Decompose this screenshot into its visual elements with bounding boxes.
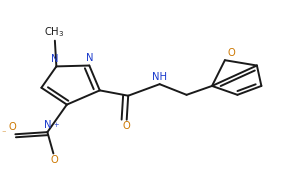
Text: N: N xyxy=(44,120,51,130)
Text: +: + xyxy=(53,122,58,128)
Text: O: O xyxy=(8,122,16,132)
Text: N: N xyxy=(86,53,94,63)
Text: ⁻: ⁻ xyxy=(2,129,6,138)
Text: O: O xyxy=(228,48,236,58)
Text: NH: NH xyxy=(152,72,167,82)
Text: N: N xyxy=(51,54,59,64)
Text: O: O xyxy=(50,155,58,165)
Text: O: O xyxy=(123,122,131,131)
Text: CH$_3$: CH$_3$ xyxy=(44,25,64,39)
